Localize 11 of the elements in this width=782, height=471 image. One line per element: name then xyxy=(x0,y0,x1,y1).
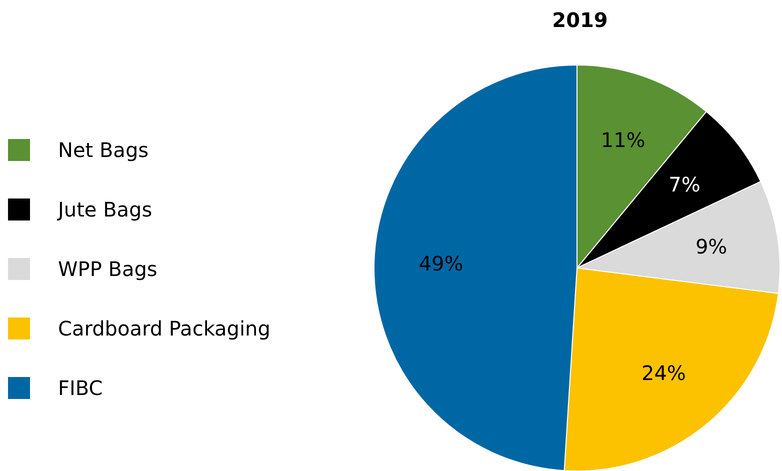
data-label: 7% xyxy=(668,172,700,197)
chart-title: 2019 xyxy=(552,8,608,32)
data-label: 9% xyxy=(695,234,728,259)
data-label: 11% xyxy=(600,128,646,152)
data-label: 49% xyxy=(418,252,464,276)
legend-label: Jute Bags xyxy=(56,198,152,222)
legend-label: Cardboard Packaging xyxy=(58,316,270,340)
legend-label: WPP Bags xyxy=(58,257,158,281)
legend-label: Net Bags xyxy=(58,138,149,162)
data-label: 24% xyxy=(641,360,686,385)
legend-label: FIBC xyxy=(58,376,103,400)
